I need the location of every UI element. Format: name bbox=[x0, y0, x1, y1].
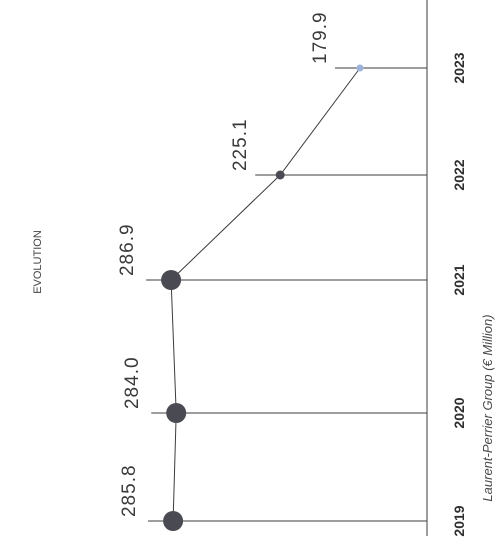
data-point-2022 bbox=[275, 170, 285, 180]
data-point-2020 bbox=[166, 403, 187, 423]
data-point-2021 bbox=[161, 270, 182, 290]
value-label-2022: 225.1 bbox=[230, 118, 251, 171]
year-label-2019: 2019 bbox=[451, 505, 467, 536]
series-line bbox=[170, 67, 361, 522]
leader-lines bbox=[146, 67, 427, 522]
data-point-2023 bbox=[356, 64, 364, 72]
value-labels: 285.8 284.0 286.9 225.1 179.9 bbox=[117, 11, 331, 517]
chart-title: EVOLUTION bbox=[32, 230, 44, 294]
year-label-2021: 2021 bbox=[451, 264, 467, 295]
value-label-2019: 285.8 bbox=[119, 464, 140, 517]
year-label-2023: 2023 bbox=[451, 52, 467, 83]
year-label-2022: 2022 bbox=[451, 159, 467, 190]
value-label-2020: 284.0 bbox=[122, 356, 143, 409]
value-label-2023: 179.9 bbox=[310, 11, 331, 64]
data-point-2019 bbox=[163, 511, 184, 531]
data-markers bbox=[161, 64, 364, 531]
year-labels: 2019 2020 2021 2022 2023 bbox=[451, 52, 467, 536]
value-label-2021: 286.9 bbox=[117, 223, 138, 276]
year-label-2020: 2020 bbox=[451, 397, 467, 428]
chart-source: Laurent-Perrier Group (€ Million) bbox=[480, 314, 495, 501]
